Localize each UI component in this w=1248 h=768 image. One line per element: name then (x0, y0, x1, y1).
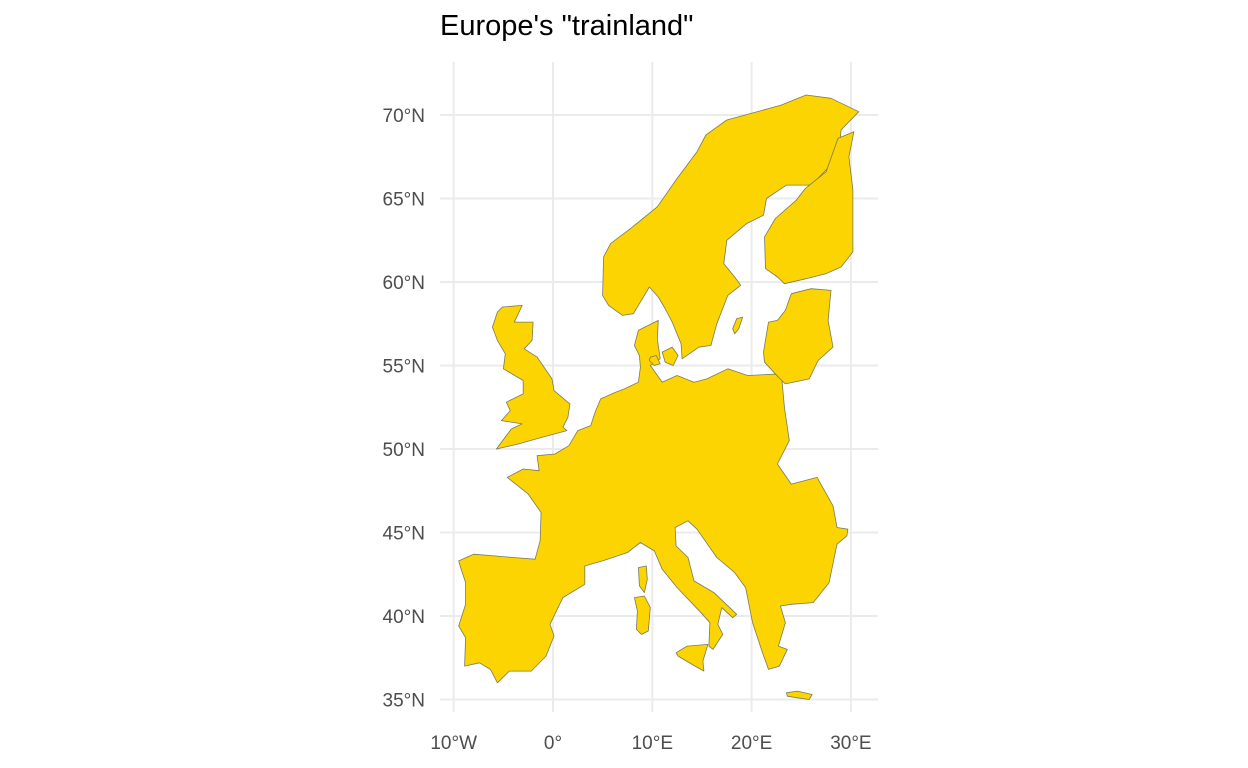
region-sicily (675, 644, 709, 672)
y-tick-label: 65°N (383, 190, 425, 211)
region-finland (764, 131, 855, 285)
region-sweden-norway (602, 94, 860, 360)
x-tick-label: 10°W (430, 733, 477, 754)
y-tick-label: 40°N (383, 607, 425, 628)
region-gotland (732, 316, 744, 335)
land-layer (458, 94, 860, 700)
region-sardinia (634, 595, 651, 635)
x-tick-label: 10°E (632, 733, 673, 754)
region-mainland-europe (458, 319, 849, 684)
region-corsica (638, 565, 648, 593)
region-zealand (661, 346, 679, 366)
x-tick-label: 30°E (830, 733, 871, 754)
y-tick-label: 45°N (383, 524, 425, 545)
map-title: Europe's "trainland" (440, 10, 694, 42)
y-tick-label: 50°N (383, 440, 425, 461)
y-tick-label: 60°N (383, 273, 425, 294)
region-funen (648, 355, 661, 366)
axis-labels: 10°W 0° 10°E 20°E 30°E 35°N 40°N 45°N 50°N 55°N 60… (383, 106, 872, 754)
y-tick-label: 55°N (383, 357, 425, 378)
x-tick-label: 20°E (731, 733, 772, 754)
x-tick-label: 0° (544, 733, 562, 754)
region-crete (786, 690, 813, 700)
region-great-britain (491, 304, 571, 450)
y-tick-label: 35°N (383, 691, 425, 712)
region-baltic-states (763, 288, 834, 385)
y-tick-label: 70°N (383, 106, 425, 127)
